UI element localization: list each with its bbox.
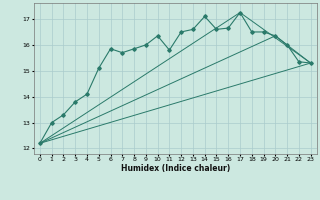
X-axis label: Humidex (Indice chaleur): Humidex (Indice chaleur)	[121, 164, 230, 173]
